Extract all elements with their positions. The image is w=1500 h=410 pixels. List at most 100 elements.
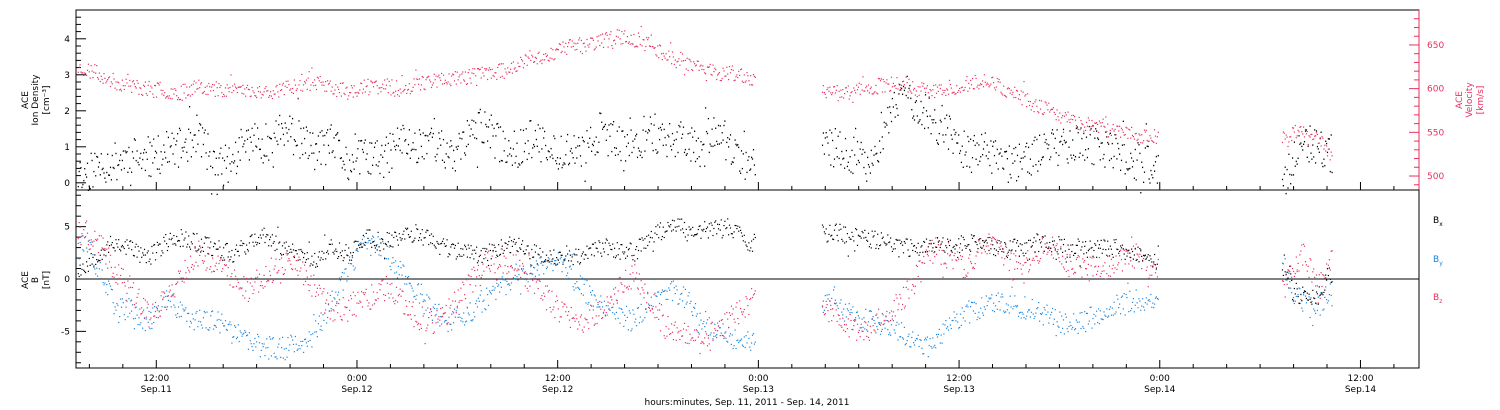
density-point — [173, 137, 175, 140]
by-point — [833, 286, 836, 288]
density-point — [362, 151, 364, 153]
bx-point — [179, 245, 181, 248]
bx-point — [166, 249, 169, 252]
bz-point — [505, 257, 507, 259]
density-point — [89, 187, 91, 190]
bz-point — [602, 311, 605, 313]
by-point — [1131, 307, 1133, 310]
velocity-point — [1005, 95, 1007, 97]
by-point — [314, 331, 316, 333]
density-point — [97, 166, 100, 168]
density-point — [236, 165, 238, 168]
bz-point — [300, 267, 302, 269]
velocity-point — [430, 81, 432, 83]
velocity-point — [200, 82, 203, 84]
bz-point — [430, 310, 433, 313]
bz-point — [892, 311, 894, 313]
bz-point — [279, 259, 281, 261]
by-point — [978, 311, 980, 313]
by-point — [744, 346, 746, 349]
bz-point — [644, 283, 646, 285]
velocity-point — [902, 80, 905, 82]
by-point — [172, 294, 174, 296]
velocity-point — [384, 79, 386, 81]
bz-point — [582, 331, 584, 333]
bz-point — [112, 272, 114, 274]
by-point — [496, 282, 498, 284]
bz-point — [512, 254, 514, 256]
velocity-point — [344, 93, 346, 96]
velocity-point — [144, 81, 146, 83]
bx-point — [119, 248, 121, 250]
by-point — [150, 311, 152, 313]
velocity-point — [484, 68, 486, 70]
density-point — [398, 138, 400, 140]
by-point — [889, 332, 891, 334]
velocity-point — [1303, 136, 1306, 138]
velocity-point — [372, 86, 375, 88]
velocity-point — [1325, 150, 1327, 152]
density-point — [871, 162, 873, 165]
velocity-point — [96, 65, 98, 67]
bx-point — [235, 248, 237, 250]
by-point — [936, 334, 938, 336]
density-point — [661, 123, 663, 125]
bz-point — [384, 300, 386, 302]
density-point — [264, 155, 266, 157]
bz-point — [380, 283, 382, 286]
velocity-point — [352, 96, 354, 98]
bz-point — [343, 314, 345, 316]
velocity-point — [526, 64, 528, 66]
velocity-point — [1028, 100, 1030, 102]
bz-point — [165, 306, 167, 308]
velocity-point — [722, 67, 724, 69]
bz-point — [297, 274, 299, 276]
density-point — [985, 155, 987, 157]
by-point — [1019, 311, 1021, 313]
bz-point — [615, 299, 617, 301]
bz-point — [1127, 252, 1129, 254]
velocity-point — [535, 57, 537, 59]
by-point — [96, 267, 98, 269]
bz-point — [84, 237, 86, 239]
bx-point — [169, 232, 171, 234]
by-point — [524, 271, 526, 273]
density-point — [721, 132, 723, 134]
by-point — [1328, 294, 1330, 296]
by-point — [353, 269, 355, 271]
velocity-point — [1153, 141, 1155, 143]
bz-point — [146, 301, 148, 303]
bx-point — [155, 252, 158, 254]
bz-point — [1097, 265, 1100, 268]
density-point — [239, 159, 241, 161]
density-point — [1032, 165, 1034, 167]
bz-point — [409, 314, 411, 316]
density-point — [1065, 141, 1067, 143]
by-point — [503, 278, 505, 280]
by-point — [958, 327, 960, 329]
by-point — [506, 280, 508, 282]
by-point — [118, 321, 120, 324]
bz-point — [404, 313, 406, 315]
bx-point — [247, 250, 249, 252]
by-point — [508, 283, 510, 285]
by-point — [235, 338, 238, 340]
density-point — [513, 130, 515, 132]
density-point — [1311, 158, 1313, 160]
bz-point — [1064, 258, 1066, 260]
bz-point — [407, 314, 410, 316]
by-point — [479, 294, 481, 296]
bx-point — [157, 244, 159, 246]
velocity-point — [901, 84, 903, 86]
bz-point — [949, 254, 951, 256]
bz-point — [531, 273, 533, 275]
density-point — [616, 130, 618, 132]
bx-point — [136, 256, 138, 258]
bz-point — [368, 302, 370, 304]
density-point — [470, 128, 472, 130]
velocity-point — [633, 33, 635, 36]
density-point — [213, 151, 215, 153]
bx-point — [194, 247, 196, 249]
bz-point — [685, 329, 687, 331]
bz-point — [176, 282, 178, 285]
